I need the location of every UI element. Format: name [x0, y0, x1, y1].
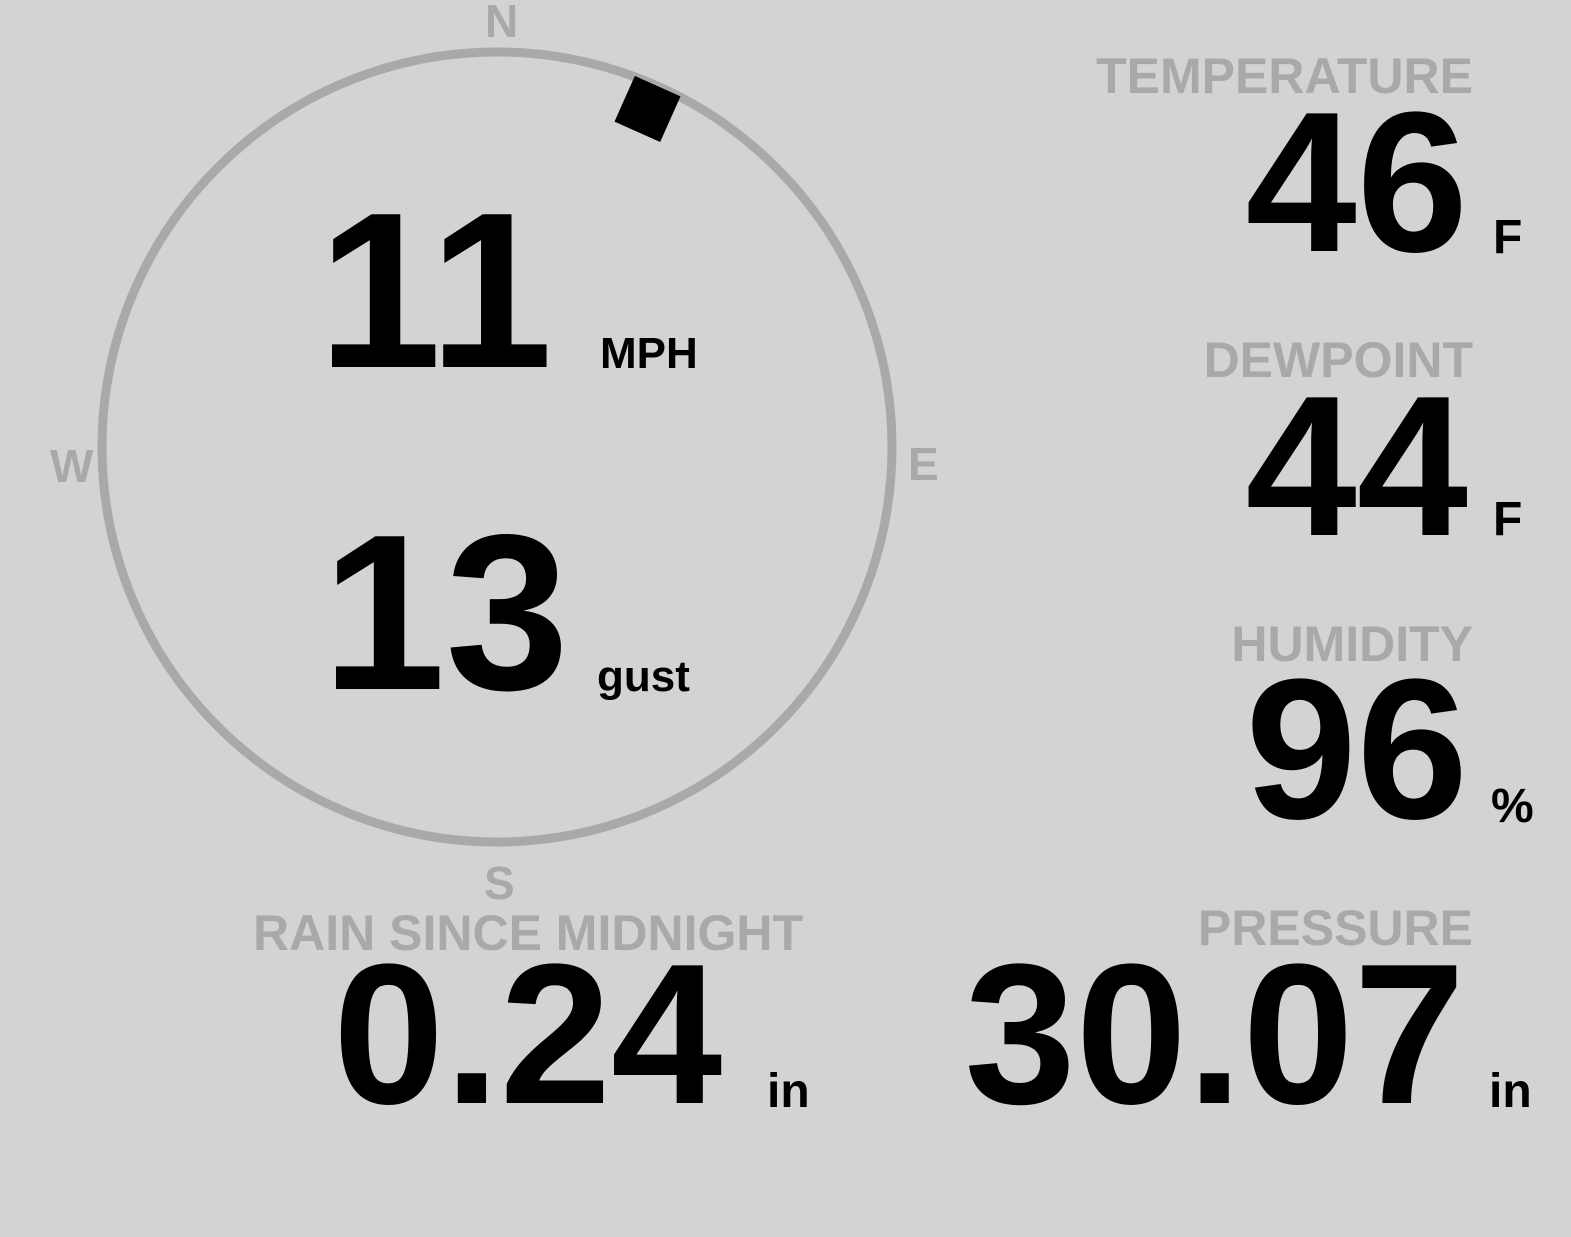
wind-gust-unit: gust	[597, 652, 690, 701]
humidity-unit: %	[1491, 780, 1534, 833]
humidity-value: 96	[1245, 638, 1468, 861]
compass-ring	[97, 47, 897, 847]
pressure-value: 30.07	[964, 923, 1466, 1146]
humidity-label: HUMIDITY	[1231, 616, 1473, 672]
dewpoint-unit: F	[1493, 493, 1523, 546]
dewpoint-value: 44	[1245, 355, 1468, 578]
compass-south-label: S	[484, 857, 515, 909]
compass-east-label: E	[908, 438, 939, 490]
rain-label: RAIN SINCE MIDNIGHT	[253, 905, 803, 961]
rain-value: 0.24	[333, 923, 723, 1146]
rain-unit: in	[767, 1065, 810, 1118]
wind-gust-value: 13	[322, 489, 569, 737]
wind-direction-marker	[614, 75, 681, 142]
temperature-unit: F	[1493, 211, 1523, 264]
wind-speed-unit: MPH	[600, 329, 698, 378]
temperature-value: 46	[1245, 71, 1468, 294]
pressure-label: PRESSURE	[1197, 900, 1473, 956]
compass-north-label: N	[485, 0, 519, 47]
dewpoint-label: DEWPOINT	[1203, 332, 1473, 388]
pressure-unit: in	[1489, 1065, 1532, 1118]
wind-speed-value: 11	[318, 167, 553, 415]
temperature-label: TEMPERATURE	[1096, 48, 1473, 104]
compass-west-label: W	[50, 440, 94, 492]
